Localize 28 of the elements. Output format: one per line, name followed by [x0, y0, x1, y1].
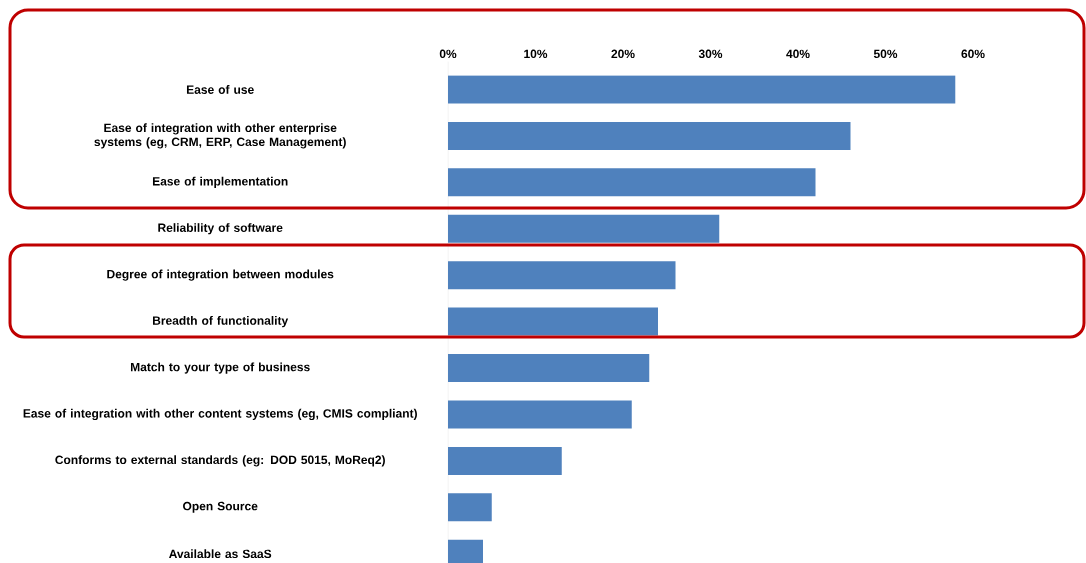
y-tick-label: Breadth of functionality	[153, 316, 289, 328]
bar	[448, 75, 956, 104]
bar	[448, 446, 562, 475]
x-tick-label: 10%	[524, 49, 548, 59]
y-tick-label: Ease of use	[186, 85, 254, 94]
bar	[448, 400, 632, 429]
y-tick-label: Degree of integration between modules	[107, 269, 334, 281]
y-tick-label: Ease of integration with other enterprise systems (eg, CRM, ERP, Case Management)	[94, 123, 346, 149]
y-tick-label: Reliability of software	[158, 223, 283, 235]
bar	[448, 168, 816, 197]
y-tick-label: Ease of implementation	[152, 176, 288, 188]
x-tick-label: 40%	[786, 49, 810, 59]
y-tick-label: Match to your type of business	[130, 362, 310, 374]
y-tick-label: Ease of integration with other content systems (eg, CMIS compliant)	[23, 408, 417, 421]
x-tick-label: 50%	[873, 49, 898, 59]
y-tick-label: Available as SaaS	[169, 549, 272, 559]
x-tick-label: 60%	[961, 49, 985, 59]
x-tick-label: 20%	[611, 49, 635, 59]
y-tick-label: Conforms to external standards (eg: DOD 5015, MoReq2)	[55, 455, 385, 467]
bar	[448, 493, 492, 522]
x-tick-label: 0%	[439, 49, 457, 59]
bar	[448, 214, 720, 243]
x-tick-label: 30%	[698, 49, 723, 59]
bar	[448, 121, 851, 150]
bar	[448, 307, 658, 336]
bar	[448, 261, 676, 290]
y-tick-label: Open Source	[183, 501, 258, 513]
bar	[448, 354, 650, 383]
